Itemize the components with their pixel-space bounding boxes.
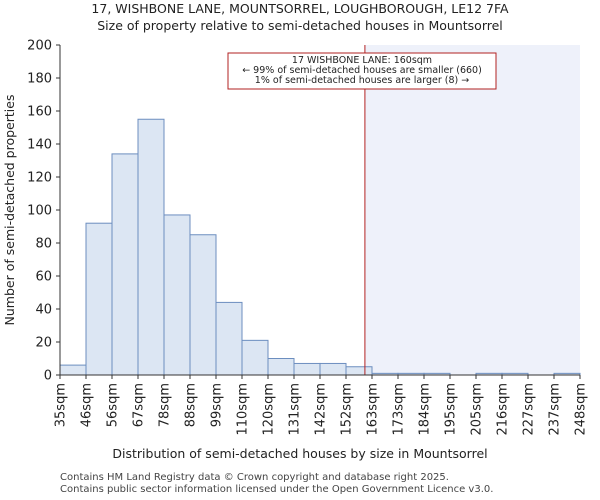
histogram-chart: 0 20 40 60 80 100 120 140 160 180 200 35sqm 46sqm 56s…: [2, 39, 589, 462]
x-tick-label: 142sqm: [314, 383, 329, 436]
histogram-bar: [215, 301, 243, 376]
histogram-bar: [189, 234, 217, 376]
x-tick-label: 227sqm: [522, 383, 537, 436]
y-tick-label: 200: [27, 39, 52, 54]
x-tick-label: 173sqm: [392, 383, 407, 436]
y-tick-label: 20: [35, 336, 52, 351]
histogram-bar: [59, 364, 87, 376]
histogram-bar: [319, 362, 347, 376]
y-tick-label: 160: [27, 105, 52, 120]
x-tick-label: 248sqm: [574, 383, 589, 436]
chart-subtitle: Size of property relative to semi-detach…: [97, 18, 503, 33]
y-tick-label: 80: [35, 237, 52, 252]
annotation-line-1: 17 WISHBONE LANE: 160sqm: [292, 55, 432, 66]
x-tick-label: 205sqm: [470, 383, 485, 436]
x-tick-label: 152sqm: [340, 383, 355, 436]
y-tick-label: 120: [27, 171, 52, 186]
x-tick-label: 195sqm: [444, 383, 459, 436]
x-tick-label: 163sqm: [366, 383, 381, 436]
histogram-bar: [111, 153, 139, 376]
chart-title: 17, WISHBONE LANE, MOUNTSORREL, LOUGHBOR…: [91, 1, 509, 16]
histogram-bar: [241, 339, 269, 376]
x-tick-label: 110sqm: [236, 383, 251, 436]
annotation-box: [227, 52, 497, 90]
larger-region-highlight: [364, 45, 580, 375]
histogram-bar: [267, 358, 295, 376]
annotation-line-2: ← 99% of semi-detached houses are smalle…: [242, 65, 482, 76]
annotation-line-3: 1% of semi-detached houses are larger (8…: [255, 75, 469, 86]
x-tick-label: 46sqm: [80, 383, 95, 427]
x-tick-label: 120sqm: [262, 383, 277, 436]
histogram-bar: [137, 118, 165, 376]
x-tick-label: 56sqm: [106, 383, 121, 427]
x-tick-label: 78sqm: [158, 383, 173, 427]
y-tick-label: 40: [35, 303, 52, 318]
x-tick-label: 131sqm: [288, 383, 303, 436]
footer-line-2: Contains public sector information licen…: [60, 484, 494, 495]
footer-line-1: Contains HM Land Registry data © Crown c…: [60, 472, 449, 483]
x-tick-label: 35sqm: [54, 383, 69, 427]
y-tick-label: 180: [27, 72, 52, 87]
x-tick-label: 237sqm: [548, 383, 563, 436]
y-tick-label: 0: [44, 369, 52, 384]
histogram-bar: [85, 222, 113, 376]
x-tick-label: 99sqm: [210, 383, 225, 427]
histogram-bar: [293, 362, 321, 376]
histogram-bar: [163, 214, 191, 376]
x-tick-label: 88sqm: [184, 383, 199, 427]
y-tick-label: 60: [35, 270, 52, 285]
x-tick-label: 216sqm: [496, 383, 511, 436]
x-tick-label: 67sqm: [132, 383, 147, 427]
y-axis-label: Number of semi-detached properties: [2, 95, 17, 326]
x-axis-label: Distribution of semi-detached houses by …: [112, 446, 487, 461]
y-tick-label: 100: [27, 204, 52, 219]
histogram-bar: [345, 366, 373, 376]
x-tick-label: 184sqm: [418, 383, 433, 436]
y-tick-label: 140: [27, 138, 52, 153]
